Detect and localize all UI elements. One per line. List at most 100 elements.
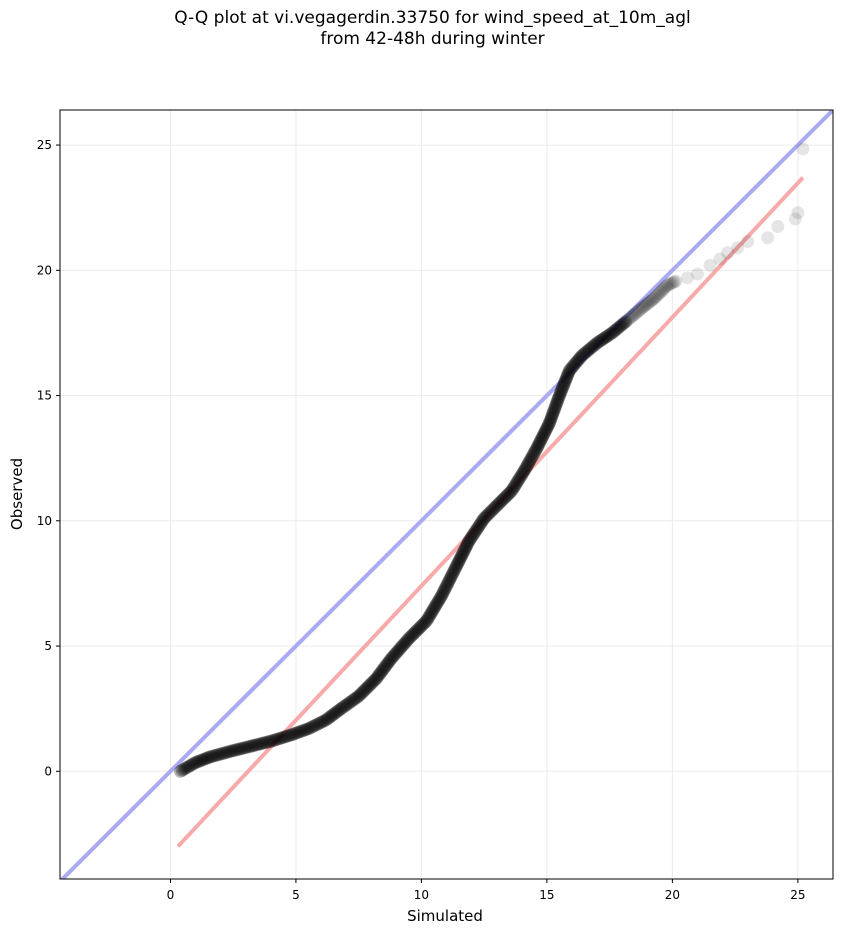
data-point <box>556 380 570 394</box>
data-point-tail <box>771 219 785 233</box>
data-point <box>314 716 328 730</box>
data-point <box>417 617 431 631</box>
data-point <box>557 378 571 392</box>
data-point <box>620 313 634 327</box>
data-point <box>528 445 542 459</box>
data-point <box>665 276 679 290</box>
data-point <box>507 480 521 494</box>
data-point <box>429 597 443 611</box>
data-point <box>195 753 209 767</box>
data-point <box>321 712 335 726</box>
data-point <box>492 496 506 510</box>
data-point <box>472 519 486 533</box>
data-point <box>324 710 338 724</box>
data-point <box>443 571 457 585</box>
data-point <box>511 474 525 488</box>
data-point <box>396 639 410 653</box>
data-point <box>649 289 663 303</box>
data-point <box>384 652 398 666</box>
data-point <box>494 495 508 509</box>
data-point <box>458 542 472 556</box>
data-point <box>611 321 625 335</box>
data-point <box>460 537 474 551</box>
data-point <box>564 362 578 376</box>
data-point <box>180 760 194 774</box>
data-point <box>531 439 545 453</box>
data-point <box>561 367 575 381</box>
y-tick-label: 10 <box>37 514 52 528</box>
data-point <box>535 431 549 445</box>
data-point <box>499 489 513 503</box>
data-point <box>197 752 211 766</box>
chart-title: Q-Q plot at vi.vegagerdin.33750 for wind… <box>0 8 843 50</box>
data-point <box>438 582 452 596</box>
data-point <box>474 516 488 530</box>
data-point <box>479 510 493 524</box>
data-point <box>542 418 556 432</box>
data-point <box>342 696 356 710</box>
data-point <box>405 629 419 643</box>
y-tick-label: 25 <box>37 138 52 152</box>
data-point <box>541 419 555 433</box>
data-point <box>538 424 552 438</box>
data-point <box>262 735 276 749</box>
data-point <box>457 544 471 558</box>
data-point <box>336 701 350 715</box>
data-point <box>477 511 491 525</box>
data-point <box>571 353 585 367</box>
data-point <box>428 599 442 613</box>
data-point <box>514 469 528 483</box>
data-point <box>422 609 436 623</box>
data-point <box>552 389 566 403</box>
axis-ticks: 0 5 10 15 20 25 0 5 10 15 20 25 <box>37 138 806 902</box>
data-point-tail <box>741 235 755 249</box>
data-point <box>616 317 630 331</box>
data-point <box>260 735 274 749</box>
data-point <box>560 369 574 383</box>
data-point <box>599 330 613 344</box>
data-point <box>430 596 444 610</box>
data-point <box>267 733 281 747</box>
data-point <box>303 721 317 735</box>
data-point <box>269 733 283 747</box>
data-point <box>521 457 535 471</box>
y-axis-label: Observed <box>8 458 26 530</box>
data-point <box>601 329 615 343</box>
data-point <box>316 715 330 729</box>
data-point <box>512 472 526 486</box>
data-point <box>629 306 643 320</box>
data-point <box>301 722 315 736</box>
data-point <box>345 694 359 708</box>
data-point <box>444 569 458 583</box>
data-point <box>233 742 247 756</box>
data-point <box>353 688 367 702</box>
data-point <box>356 685 370 699</box>
data-point <box>656 283 670 297</box>
data-point <box>646 292 660 306</box>
data-point <box>413 621 427 635</box>
data-point <box>222 745 236 759</box>
data-point <box>383 653 397 667</box>
data-point <box>481 507 495 521</box>
data-point <box>431 594 445 608</box>
data-point <box>357 684 371 698</box>
data-point <box>463 532 477 546</box>
data-point <box>447 564 461 578</box>
data-point <box>539 423 553 437</box>
data-point <box>373 667 387 681</box>
data-point <box>440 578 454 592</box>
data-point <box>635 301 649 315</box>
data-point <box>421 611 435 625</box>
data-point <box>580 345 594 359</box>
data-point <box>529 443 543 457</box>
data-point <box>189 756 203 770</box>
data-point <box>361 680 375 694</box>
data-point <box>669 274 683 288</box>
reference-lines <box>60 110 833 879</box>
data-point <box>436 585 450 599</box>
data-point <box>327 707 341 721</box>
data-point <box>433 591 447 605</box>
data-point <box>614 318 628 332</box>
data-point <box>266 734 280 748</box>
data-point <box>584 341 598 355</box>
